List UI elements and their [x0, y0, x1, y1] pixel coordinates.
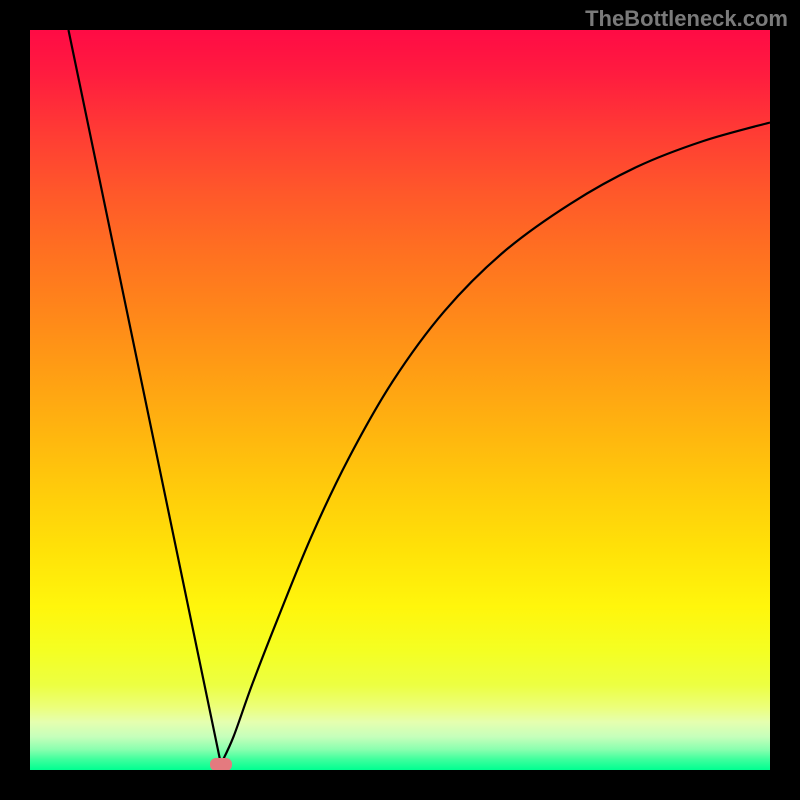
minimum-marker	[210, 758, 232, 770]
frame-left	[0, 0, 30, 800]
frame-bottom	[0, 770, 800, 800]
plot-area	[30, 30, 770, 770]
frame-right	[770, 0, 800, 800]
watermark-text: TheBottleneck.com	[585, 6, 788, 32]
chart-container: TheBottleneck.com	[0, 0, 800, 800]
bottleneck-curve	[30, 30, 770, 770]
